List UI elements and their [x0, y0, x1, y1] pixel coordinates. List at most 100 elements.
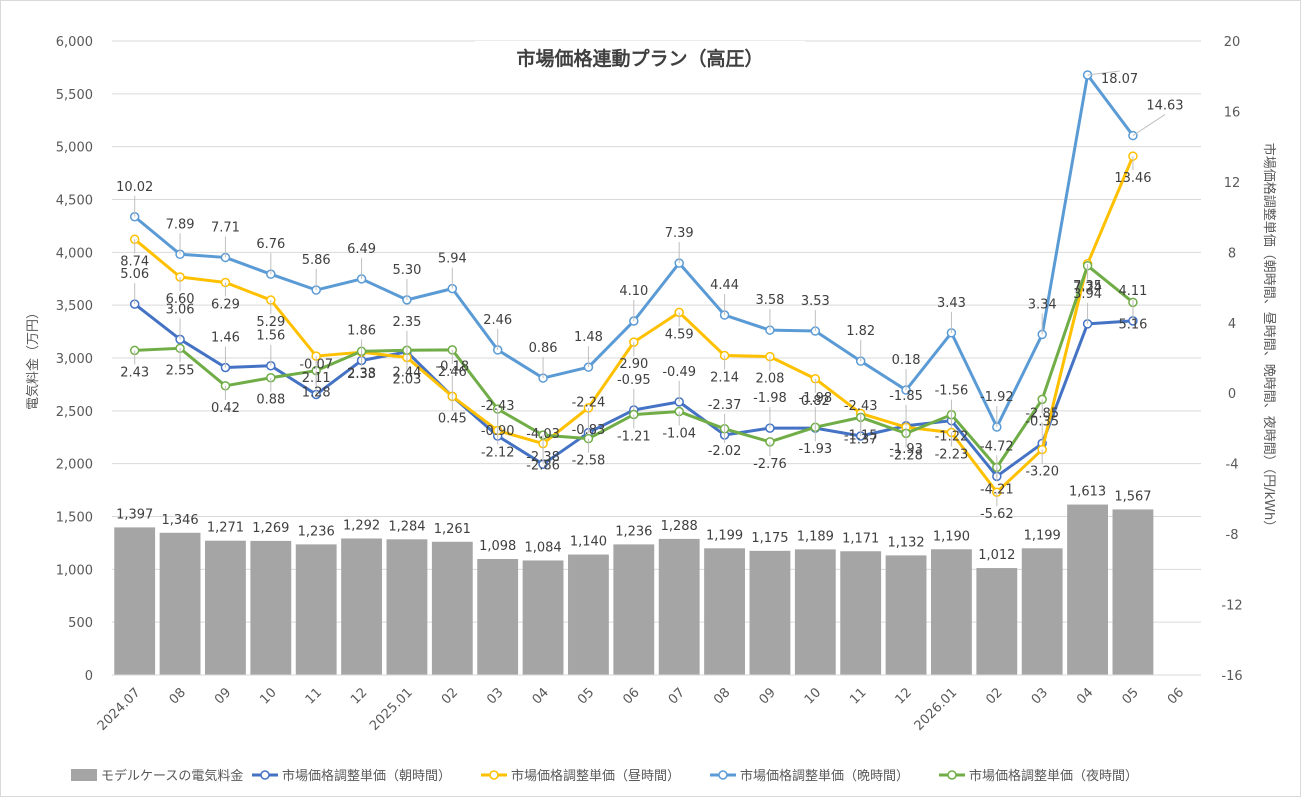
y-right-tick-label: 4 — [1228, 317, 1236, 332]
bar-data-label: 1,190 — [933, 529, 970, 544]
bar-data-label: 1,189 — [797, 529, 834, 544]
line-data-label: 1.86 — [347, 323, 376, 338]
bar — [1021, 548, 1063, 675]
chart-title-group: 市場価格連動プラン（高圧） — [475, 41, 805, 75]
bar — [159, 532, 201, 675]
x-tick-label: 08 — [167, 685, 189, 707]
line-data-label: -2.28 — [889, 448, 923, 463]
line-data-label: 0.42 — [211, 401, 240, 416]
bar-data-label: 1,271 — [207, 521, 244, 536]
x-tick-label: 07 — [666, 685, 688, 707]
x-tick-label: 2025.01 — [367, 685, 416, 734]
bar — [931, 549, 972, 675]
bar — [658, 538, 700, 675]
y-left-tick-label: 3,000 — [56, 352, 93, 367]
line-data-label: 14.63 — [1146, 99, 1183, 114]
y-left-tick-label: 4,000 — [56, 246, 93, 261]
x-tick-label: 04 — [1074, 685, 1096, 707]
y-left-tick-label: 3,500 — [56, 299, 93, 314]
y-right-tick-label: 16 — [1224, 105, 1241, 120]
line-data-label: 7.71 — [211, 220, 240, 235]
bar — [885, 555, 927, 675]
line-data-label: -0.90 — [481, 424, 515, 439]
bar-data-label: 1,346 — [161, 513, 198, 528]
line-data-label: 5.16 — [1118, 317, 1147, 332]
y-right-tick-label: -8 — [1226, 528, 1239, 543]
bar — [568, 554, 609, 675]
line-data-label: 0.82 — [801, 394, 830, 409]
x-tick-label: 03 — [484, 685, 506, 707]
x-tick-label: 02 — [983, 685, 1005, 707]
line-data-label: -4.03 — [526, 427, 560, 442]
line-data-label: -0.35 — [1025, 414, 1059, 429]
y-right-tick-label: 0 — [1228, 387, 1236, 402]
bar — [749, 550, 791, 675]
bar — [477, 558, 519, 675]
bar — [341, 538, 382, 675]
line-data-label: 13.46 — [1114, 171, 1151, 186]
bar-data-label: 1,284 — [388, 519, 425, 534]
line-data-label: 0.45 — [438, 411, 467, 426]
x-tick-label: 09 — [756, 685, 778, 707]
line-data-label: -2.23 — [935, 447, 969, 462]
bar — [250, 540, 292, 675]
x-tick-label: 10 — [802, 685, 824, 707]
line-data-label: 10.02 — [116, 180, 153, 195]
line-data-label: 6.76 — [256, 237, 285, 252]
line-data-label: 5.30 — [392, 263, 421, 278]
bar-data-label: 1,236 — [615, 524, 652, 539]
y-right-tick-label: 20 — [1224, 35, 1241, 50]
line-data-label: 2.44 — [392, 365, 421, 380]
line-data-label: -0.83 — [572, 423, 606, 438]
bar — [613, 544, 655, 675]
line-data-label: 5.86 — [302, 253, 331, 268]
line-data-label: -1.04 — [662, 427, 696, 442]
bar-data-label: 1,199 — [1024, 528, 1061, 543]
line-data-label: 4.11 — [1118, 284, 1147, 299]
line-data-label: 5.06 — [120, 267, 149, 282]
x-tick-label: 11 — [847, 685, 869, 707]
bar-data-label: 1,199 — [706, 528, 743, 543]
line-data-label: -2.02 — [708, 444, 742, 459]
line-data-label: 4.59 — [665, 327, 694, 342]
line-data-label: -1.15 — [844, 428, 878, 443]
line-data-label: 1.28 — [302, 386, 331, 401]
line-data-label: 0.88 — [256, 393, 285, 408]
legend-swatch-bar — [71, 769, 97, 781]
leader-line — [1132, 114, 1166, 136]
bar — [1112, 509, 1154, 675]
x-tick-label: 03 — [1029, 685, 1051, 707]
bar-data-label: 1,084 — [524, 540, 561, 555]
x-tick-label: 02 — [439, 685, 461, 707]
legend-swatch-marker — [718, 770, 728, 780]
bar-data-label: 1,269 — [252, 521, 289, 536]
y-axis-right-title: 市場価格調整単価（朝時間、昼時間、晩時間、夜時間）（円/kWh） — [1261, 143, 1277, 534]
legend-swatch-marker — [947, 770, 957, 780]
line-data-label: -1.85 — [889, 389, 923, 404]
legend-label: 市場価格調整単価（朝時間） — [282, 768, 451, 784]
line-data-label: -2.24 — [572, 396, 606, 411]
y-left-tick-label: 500 — [68, 616, 93, 631]
x-tick-label: 06 — [620, 685, 642, 707]
legend-label: 市場価格調整単価（晩時間） — [740, 768, 909, 784]
y-left-tick-label: 4,500 — [56, 194, 93, 209]
line-data-label: 2.90 — [619, 357, 648, 372]
legend-label: モデルケースの電気料金 — [101, 768, 243, 784]
y-left-tick-label: 2,500 — [56, 405, 93, 420]
y-left-tick-label: 1,000 — [56, 563, 93, 578]
bar-data-label: 1,288 — [661, 519, 698, 534]
legend-swatch-marker — [260, 770, 270, 780]
legend-label: 市場価格調整単価（夜時間） — [969, 768, 1138, 784]
line-data-label: 3.43 — [937, 296, 966, 311]
bar — [114, 527, 156, 675]
line-data-label: -1.98 — [798, 391, 832, 406]
legend-label: 市場価格調整単価（昼時間） — [511, 768, 680, 784]
line-data-label: -2.37 — [708, 398, 742, 413]
line-data-label: 6.29 — [211, 297, 240, 312]
line-data-label: -2.85 — [1025, 406, 1059, 421]
y-left-tick-label: 5,500 — [56, 88, 93, 103]
line-data-label: 7.89 — [166, 217, 195, 232]
line-data-label: -1.21 — [617, 430, 651, 445]
